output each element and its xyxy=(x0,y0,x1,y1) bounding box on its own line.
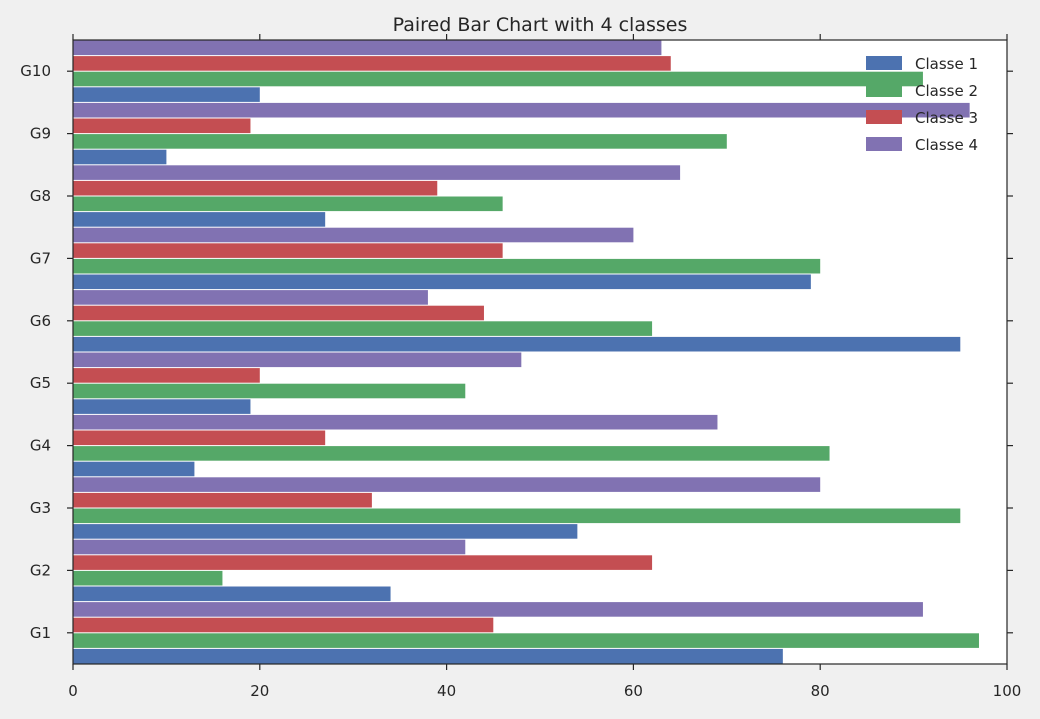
bar-g1-series-3 xyxy=(73,617,494,633)
bar-g4-series-3 xyxy=(73,430,326,446)
y-tick-label: G1 xyxy=(30,624,51,642)
y-tick-label: G6 xyxy=(30,312,51,330)
y-tick-label: G5 xyxy=(30,374,51,392)
bar-g9-series-3 xyxy=(73,118,251,134)
legend-label-series-2: Classe 2 xyxy=(915,82,978,100)
bar-g8-series-3 xyxy=(73,180,438,196)
bar-g10-series-4 xyxy=(73,40,662,56)
bar-g5-series-2 xyxy=(73,383,466,399)
bar-g1-series-2 xyxy=(73,633,979,648)
y-tick-label: G3 xyxy=(30,499,51,517)
bar-g5-series-1 xyxy=(73,399,251,414)
y-tick-label: G2 xyxy=(30,561,51,579)
chart-title: Paired Bar Chart with 4 classes xyxy=(393,14,688,36)
bar-g8-series-4 xyxy=(73,165,681,180)
bar-g1-series-1 xyxy=(73,648,783,664)
plot-background xyxy=(73,40,1007,664)
bar-g2-series-1 xyxy=(73,586,391,602)
bar-g9-series-2 xyxy=(73,134,727,149)
x-tick-label: 100 xyxy=(993,682,1022,700)
bar-g2-series-3 xyxy=(73,555,653,570)
bar-g2-series-2 xyxy=(73,570,223,586)
bar-g10-series-1 xyxy=(73,87,260,102)
bar-g2-series-4 xyxy=(73,539,466,555)
x-tick-label: 20 xyxy=(250,682,269,700)
legend-label-series-3: Classe 3 xyxy=(915,109,978,127)
bar-g7-series-1 xyxy=(73,274,811,290)
x-tick-label: 80 xyxy=(811,682,830,700)
bar-g6-series-3 xyxy=(73,305,484,321)
y-tick-label: G7 xyxy=(30,249,51,267)
bar-g6-series-1 xyxy=(73,336,961,352)
bar-g10-series-3 xyxy=(73,56,671,71)
y-tick-label: G10 xyxy=(20,62,51,80)
bar-g4-series-1 xyxy=(73,461,195,477)
bar-g9-series-1 xyxy=(73,149,167,165)
legend-swatch-series-1 xyxy=(866,56,902,70)
bar-g5-series-3 xyxy=(73,368,260,383)
bar-g10-series-2 xyxy=(73,71,923,87)
bar-g4-series-4 xyxy=(73,414,718,430)
bar-g7-series-3 xyxy=(73,243,503,258)
legend-label-series-1: Classe 1 xyxy=(915,55,978,73)
bar-g6-series-4 xyxy=(73,290,428,305)
bar-g3-series-1 xyxy=(73,524,578,539)
y-tick-label: G4 xyxy=(30,437,51,455)
bar-g1-series-4 xyxy=(73,602,923,617)
x-tick-label: 60 xyxy=(624,682,643,700)
bar-g8-series-2 xyxy=(73,196,503,212)
x-tick-label: 40 xyxy=(437,682,456,700)
legend-swatch-series-2 xyxy=(866,83,902,97)
legend-label-series-4: Classe 4 xyxy=(915,136,978,154)
legend: Classe 1 Classe 2 Classe 3 Classe 4 xyxy=(866,55,978,154)
bar-g5-series-4 xyxy=(73,352,522,368)
x-tick-label: 0 xyxy=(68,682,78,700)
y-tick-label: G9 xyxy=(30,125,51,143)
bar-g7-series-4 xyxy=(73,227,634,243)
plot-frame xyxy=(72,39,1008,665)
bar-g8-series-1 xyxy=(73,212,326,227)
y-tick-label: G8 xyxy=(30,187,51,205)
legend-swatch-series-3 xyxy=(866,110,902,124)
bar-g4-series-2 xyxy=(73,446,830,461)
ticks-layer: 0 20 40 60 80 100 G1 G2 G3 G4 G5 G6 G7 G8 G9 G10 xyxy=(20,34,1021,700)
bar-g3-series-3 xyxy=(73,492,372,508)
bars-layer xyxy=(73,40,979,664)
legend-swatch-series-4 xyxy=(866,137,902,151)
bar-g6-series-2 xyxy=(73,321,653,336)
bar-g9-series-4 xyxy=(73,102,970,118)
bar-g3-series-2 xyxy=(73,508,961,524)
bar-g7-series-2 xyxy=(73,258,821,274)
bar-g3-series-4 xyxy=(73,477,821,492)
